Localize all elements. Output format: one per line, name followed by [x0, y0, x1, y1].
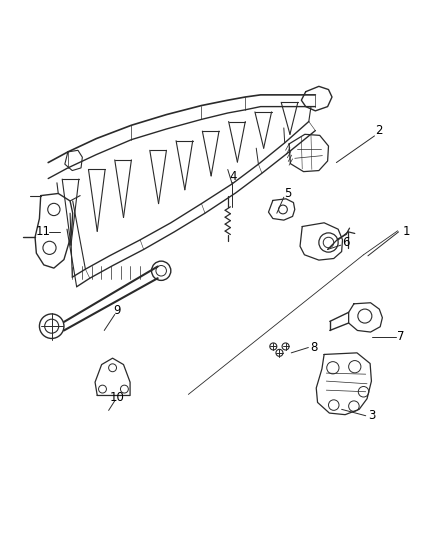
Text: 5: 5: [285, 187, 292, 200]
Text: 8: 8: [310, 341, 317, 354]
Text: 11: 11: [35, 225, 50, 238]
Text: 3: 3: [368, 409, 375, 422]
Text: 7: 7: [397, 330, 405, 343]
Text: 10: 10: [110, 391, 125, 403]
Text: 1: 1: [403, 225, 410, 238]
Text: 4: 4: [229, 171, 237, 183]
Text: 6: 6: [342, 236, 350, 249]
Text: 2: 2: [375, 124, 383, 137]
Text: 9: 9: [113, 304, 121, 317]
